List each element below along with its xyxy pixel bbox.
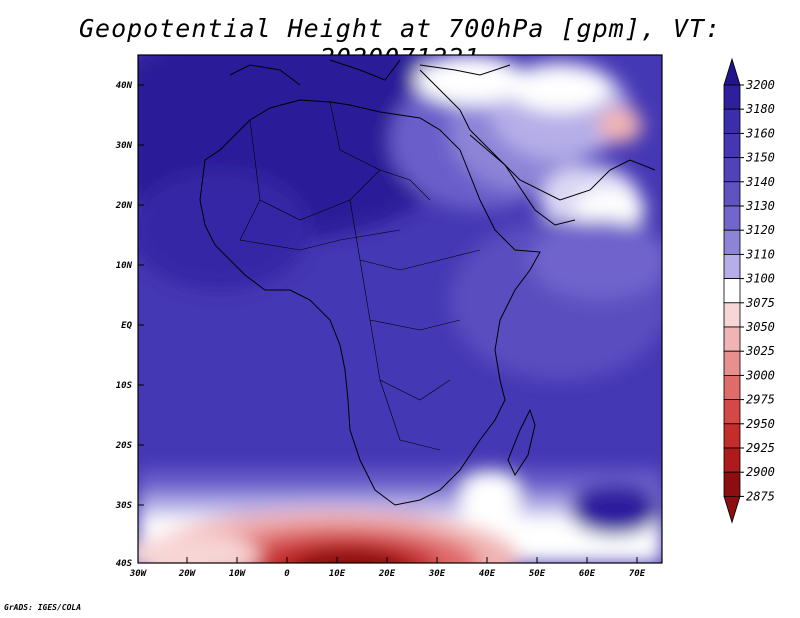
colorbar-label: 2925 [746, 441, 775, 455]
colorbar-label: 3140 [745, 175, 775, 189]
lat-label: 40S [116, 559, 133, 569]
lat-label: 10N [116, 261, 133, 271]
lat-label: 20N [115, 201, 133, 211]
colorbar-label: 2950 [746, 417, 775, 431]
colorbar-label: 2900 [746, 465, 775, 479]
lon-label: 10W [229, 569, 247, 579]
colorbar-label: 3130 [745, 199, 775, 213]
lat-label: 20S [115, 441, 133, 451]
colorbar-swatch [723, 471, 741, 497]
height-field [138, 55, 662, 563]
colorbar-label: 3100 [745, 272, 775, 286]
colorbar-swatch [723, 350, 741, 376]
colorbar-swatch [723, 326, 741, 352]
longitude-labels: 30W 20W 10W 0 10E 20E 30E 40E 50E 60E 70… [129, 569, 646, 579]
lat-label: 40N [116, 81, 133, 91]
colorbar-swatch [723, 302, 741, 328]
plot-frame [137, 54, 663, 564]
colorbar-label: 3075 [745, 296, 775, 310]
lon-label: 0 [284, 569, 290, 579]
lon-label: 60E [579, 569, 596, 579]
country-borders [239, 101, 481, 451]
colorbar-swatch [723, 278, 741, 304]
colorbar-label: 2875 [746, 489, 775, 503]
colorbar-swatch [723, 374, 741, 400]
lon-label: 70E [629, 569, 646, 579]
colorbar-swatch [723, 132, 741, 158]
colorbar-label: 3050 [745, 320, 775, 334]
colorbar-swatch [723, 229, 741, 255]
colorbar-swatch [723, 253, 741, 279]
colorbar-label: 3120 [745, 223, 775, 237]
colorbar-bottom-arrow [723, 495, 741, 524]
colorbar-swatch [723, 181, 741, 207]
colorbar: 3200 3180 3160 3150 3140 3130 3120 3110 3100 3075… [723, 57, 775, 524]
lon-label: 50E [529, 569, 546, 579]
colorbar-swatch [723, 205, 741, 231]
colorbar-swatch [723, 157, 741, 183]
credit-label: GrADS: IGES/COLA [4, 603, 82, 612]
colorbar-label: 3160 [745, 126, 775, 140]
lon-label: 40E [479, 569, 496, 579]
colorbar-label: 3200 [745, 78, 775, 92]
colorbar-swatch [723, 399, 741, 425]
colorbar-label: 3180 [745, 102, 775, 116]
colorbar-swatch [723, 84, 741, 110]
lon-label: 30W [129, 569, 148, 579]
lon-label: 20W [178, 569, 197, 579]
colorbar-label: 2975 [746, 393, 775, 407]
lat-label: 10S [116, 381, 133, 391]
latitude-labels: 40N 30N 20N 10N EQ 10S 20S 30S 40S [115, 81, 133, 569]
colorbar-swatch [723, 447, 741, 473]
coastlines [199, 59, 656, 506]
lat-label: 30N [115, 141, 133, 151]
lat-label: 30S [115, 501, 133, 511]
colorbar-label: 3150 [745, 151, 775, 165]
lat-label: EQ [121, 321, 132, 331]
lon-label: 20E [378, 569, 396, 579]
colorbar-swatch [723, 423, 741, 449]
lon-label: 10E [329, 569, 346, 579]
lon-label: 30E [428, 569, 446, 579]
colorbar-label: 3000 [745, 368, 775, 382]
colorbar-swatch [723, 108, 741, 134]
colorbar-label: 3110 [745, 247, 775, 261]
axis-ticks [138, 84, 638, 563]
colorbar-top-arrow [723, 57, 741, 86]
colorbar-label: 3025 [745, 344, 775, 358]
